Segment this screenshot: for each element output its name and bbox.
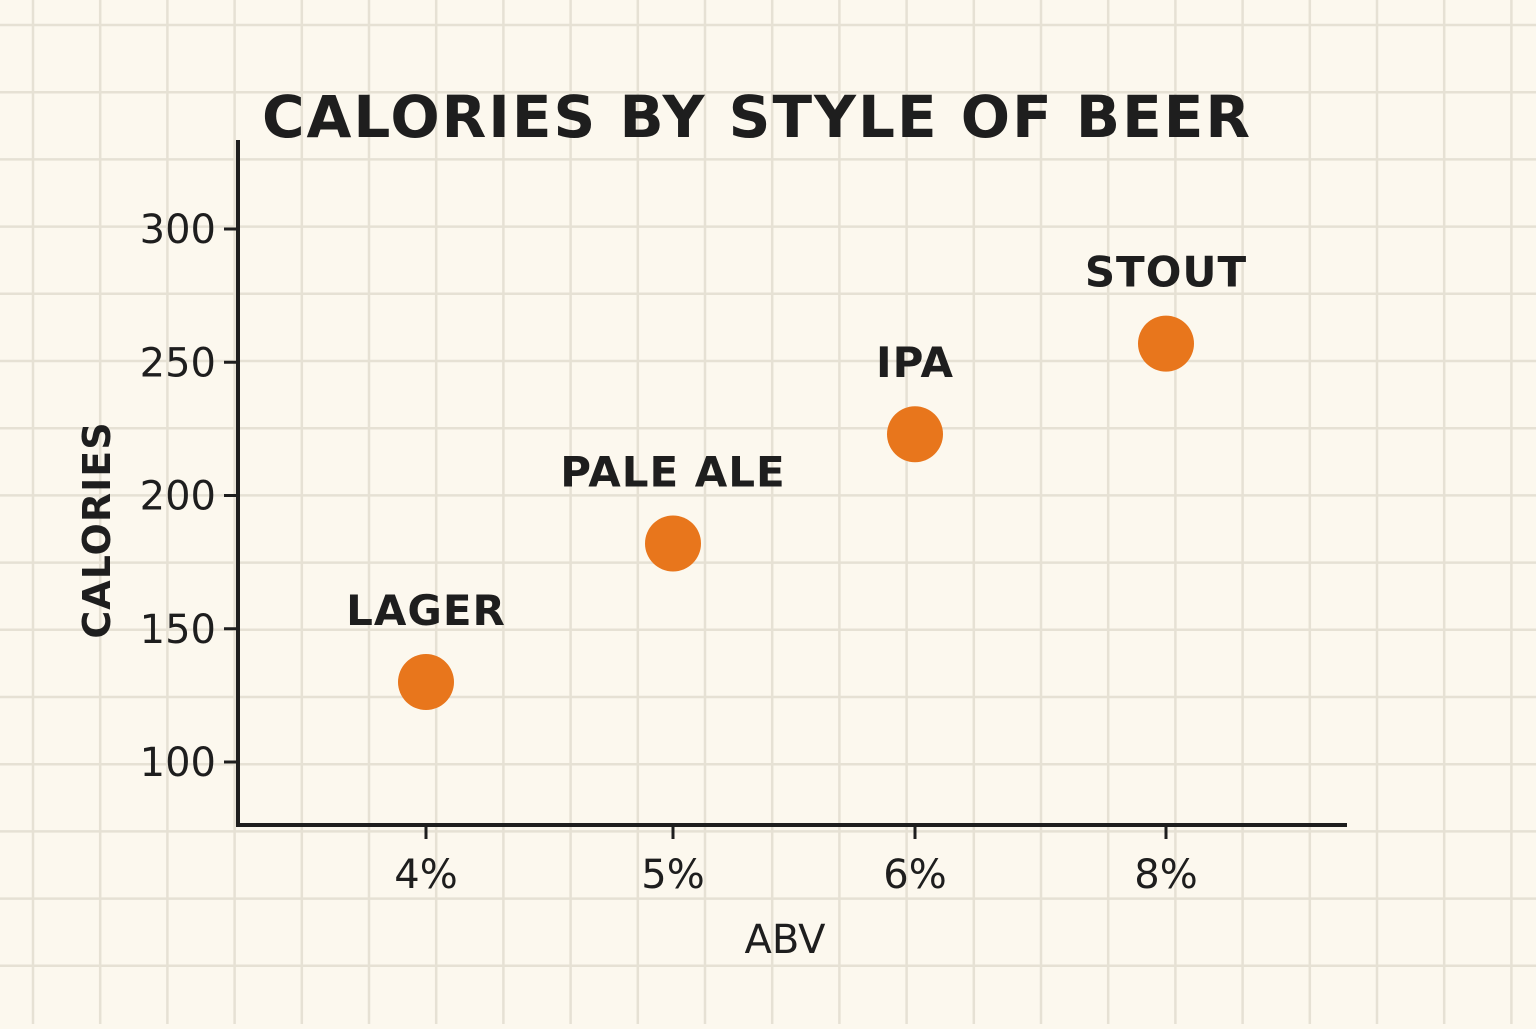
data-point [398, 654, 454, 711]
y-tick-label: 200 [140, 474, 216, 520]
data-points: LAGER PALE ALE IPA STOUT [346, 248, 1247, 711]
x-tick-label: 8% [1134, 852, 1197, 898]
axes [224, 140, 1347, 839]
data-point-label: STOUT [1085, 248, 1247, 297]
data-point-label: LAGER [346, 586, 506, 635]
data-point-label: PALE ALE [560, 447, 785, 496]
x-tick-label: 4% [394, 852, 457, 898]
tick-labels: 100 150 200 250 300 4% 5% 6% 8% [140, 207, 1198, 898]
data-point [645, 515, 701, 572]
chart-title: CALORIES BY STYLE OF BEER [262, 83, 1252, 151]
x-tick-label: 6% [883, 852, 946, 898]
x-axis-label: ABV [745, 917, 827, 963]
y-axis-label: CALORIES [75, 421, 119, 638]
y-tick-label: 300 [140, 207, 216, 253]
y-tick-label: 150 [140, 607, 216, 653]
data-point-label: IPA [876, 338, 954, 387]
y-tick-label: 100 [140, 740, 216, 786]
y-tick-label: 250 [140, 340, 216, 386]
x-tick-label: 5% [641, 852, 704, 898]
data-point [1138, 315, 1194, 372]
data-point [887, 406, 943, 463]
